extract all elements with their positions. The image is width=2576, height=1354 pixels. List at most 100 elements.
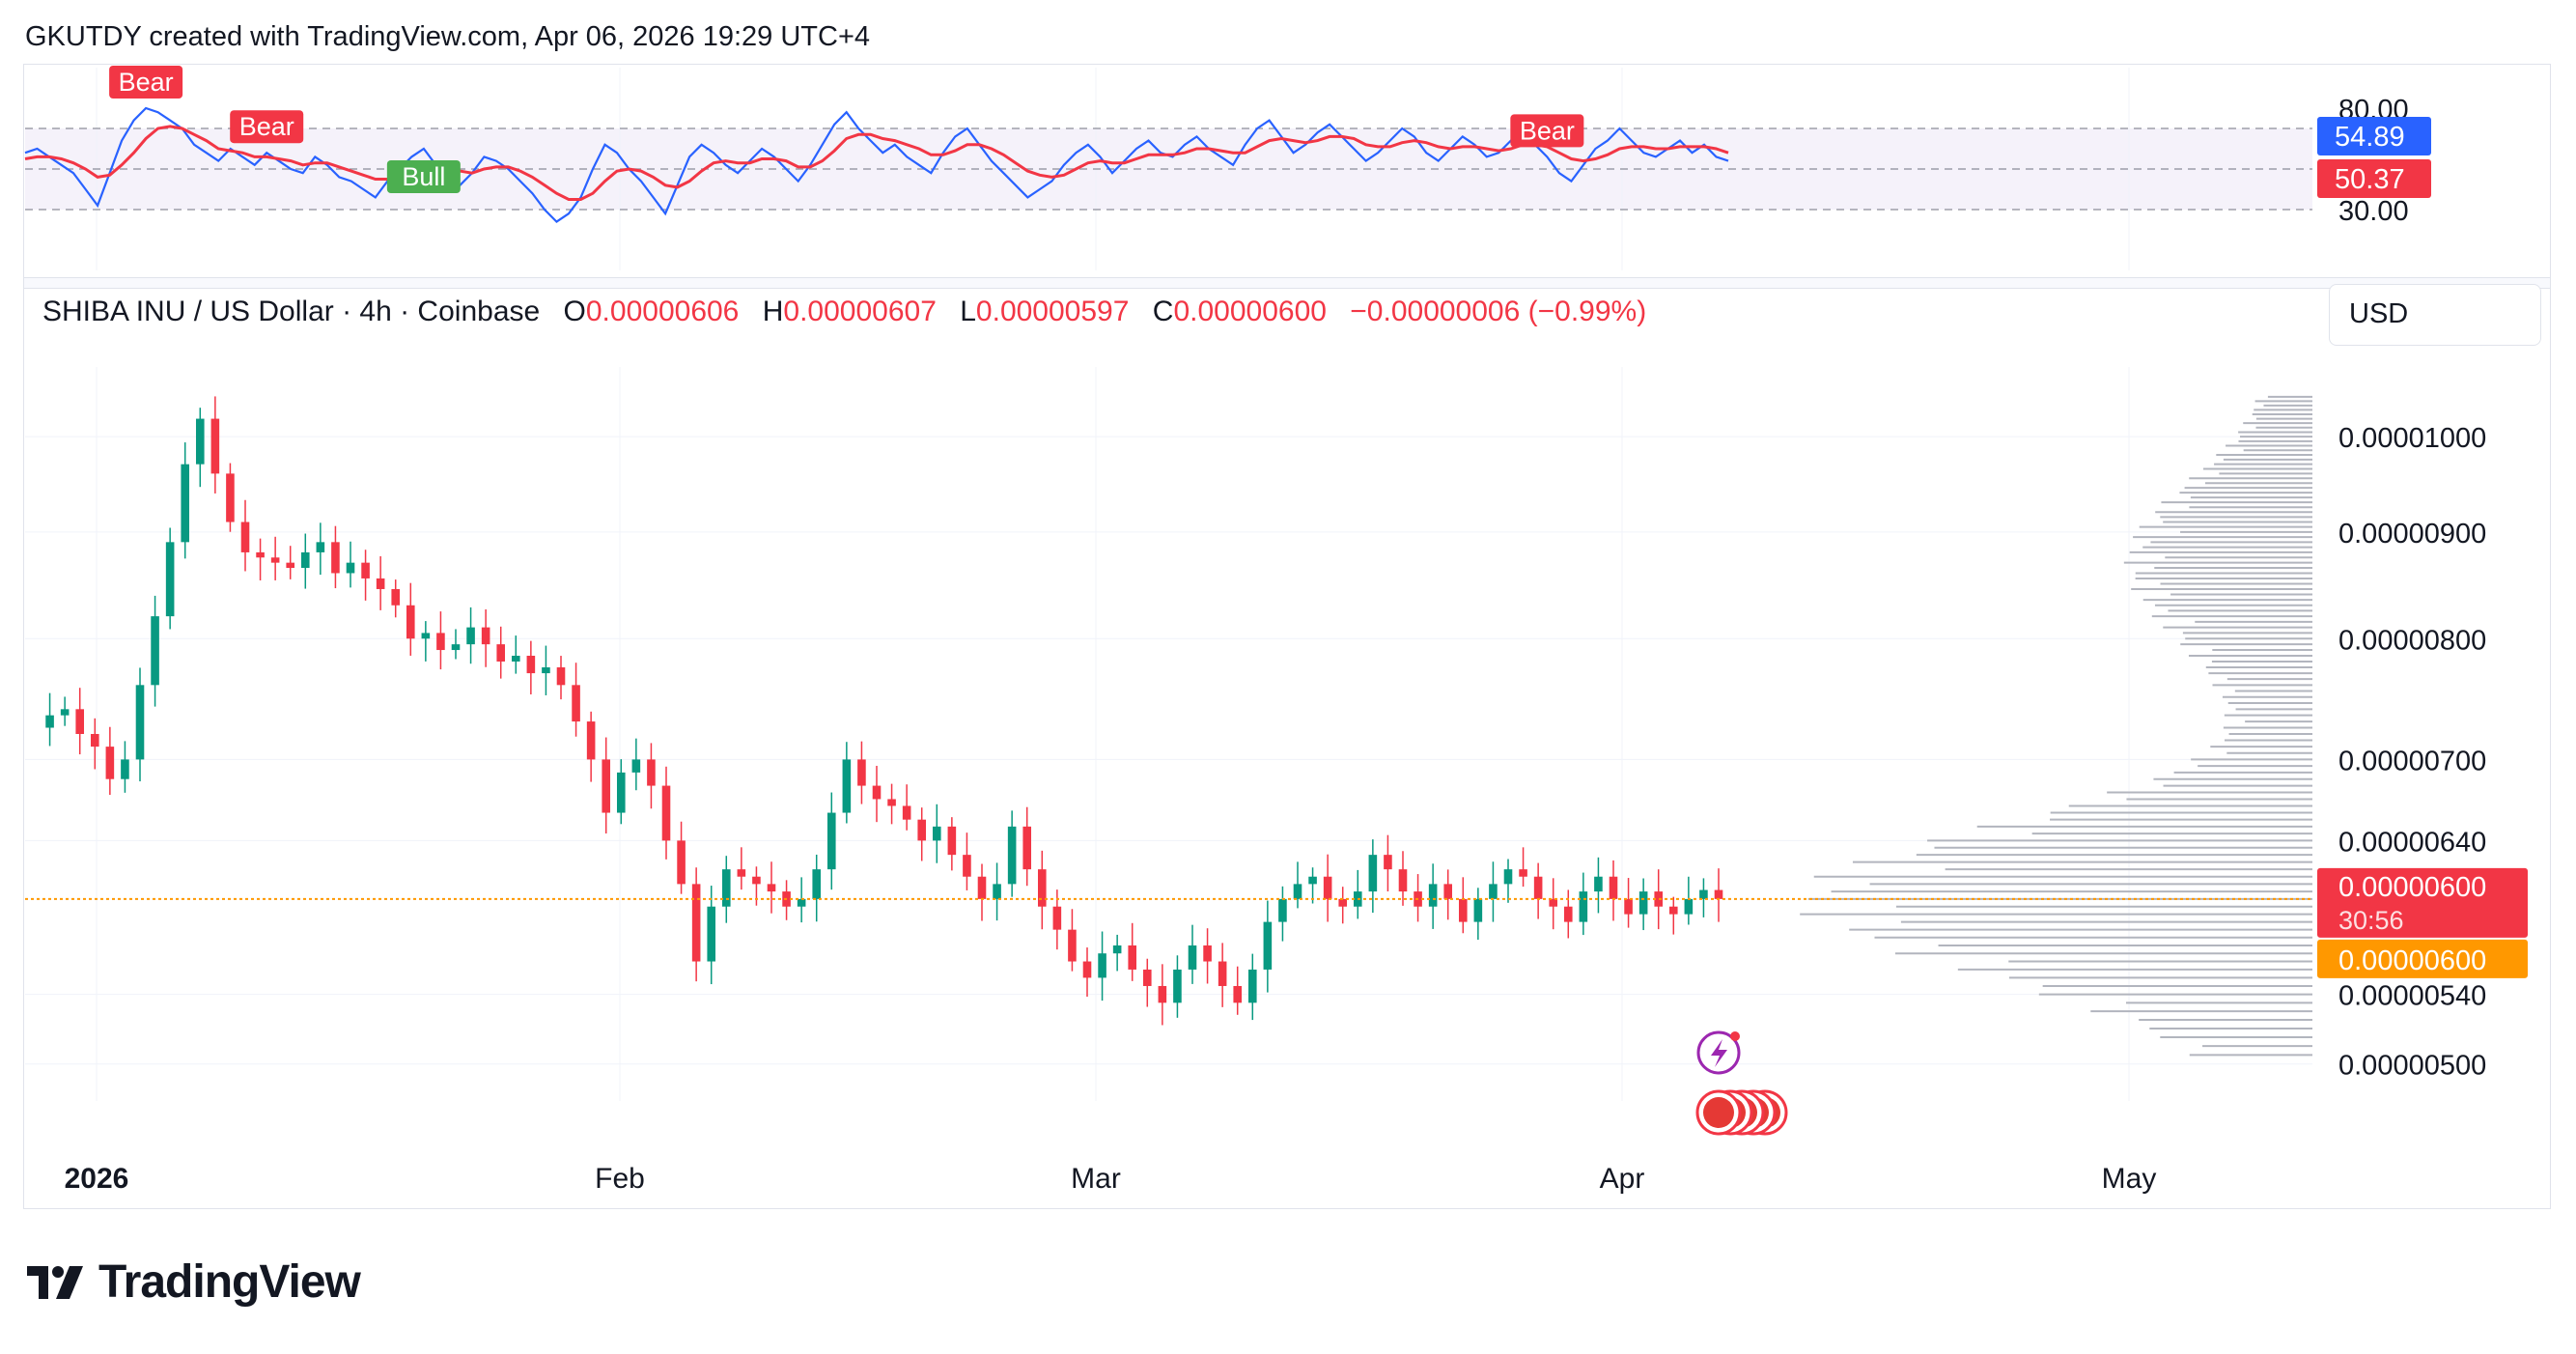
candle-body <box>346 562 355 574</box>
currency-button[interactable]: USD <box>2329 284 2541 346</box>
candle-body <box>721 869 731 907</box>
candle-body <box>616 772 626 813</box>
candle-body <box>121 759 129 779</box>
candle-body <box>1563 906 1573 922</box>
signal-marker <box>1510 114 1584 148</box>
chart-header: GKUTDY created with TradingView.com, Apr… <box>25 21 871 52</box>
candle-body <box>210 418 220 474</box>
candle-body <box>1684 898 1694 915</box>
price-tick-label: 0.00000900 <box>2338 519 2486 550</box>
high-value: 0.00000607 <box>783 296 937 327</box>
candle-body <box>1052 906 1062 930</box>
candle-body <box>947 826 957 856</box>
candle-body <box>872 785 882 800</box>
change-value: −0.00000006 (−0.99%) <box>1350 296 1647 327</box>
candle-body <box>1489 884 1498 899</box>
candle-body <box>707 906 716 962</box>
candle-body <box>1428 884 1438 907</box>
candle-body <box>1714 889 1723 899</box>
candle-body <box>1473 898 1483 922</box>
candle-body <box>45 715 54 728</box>
us-flag-fill <box>1703 1097 1734 1128</box>
candle-body <box>240 522 250 552</box>
candle-body <box>602 759 611 813</box>
rsi-current-label: 54.89 <box>2335 122 2405 153</box>
candle-body <box>767 884 776 892</box>
candle-body <box>1638 891 1648 915</box>
x-tick-label: 2026 <box>65 1163 129 1195</box>
candle-body <box>1368 855 1378 892</box>
signal-marker <box>230 110 304 144</box>
candle-body <box>270 557 280 563</box>
candle-body <box>1082 961 1092 978</box>
tradingview-logo[interactable]: TradingView <box>27 1255 361 1309</box>
candle-body <box>451 644 461 651</box>
candle-body <box>406 605 415 639</box>
last-price-label: 0.00000600 <box>2338 872 2486 903</box>
candle-body <box>1278 898 1287 922</box>
x-tick-label: Mar <box>1071 1163 1121 1195</box>
price-tick-label: 0.00000500 <box>2338 1051 2486 1082</box>
candle-body <box>1022 826 1032 870</box>
candle-body <box>376 578 385 589</box>
candle-body <box>1323 876 1332 899</box>
candle-body <box>1142 969 1152 986</box>
candle-body <box>1233 985 1243 1003</box>
candle-body <box>752 876 761 885</box>
candle-body <box>496 644 506 662</box>
candle-body <box>331 542 340 574</box>
candle-body <box>691 884 701 962</box>
close-value: 0.00000600 <box>1173 296 1327 327</box>
candle-body <box>797 898 806 907</box>
signal-marker <box>386 160 461 193</box>
candle-body <box>647 759 656 786</box>
high-label: H <box>762 296 784 327</box>
candle-body <box>1654 891 1664 907</box>
tradingview-brand: TradingView <box>98 1256 361 1308</box>
candle-body <box>1037 869 1047 907</box>
candle-body <box>1533 876 1543 899</box>
symbol-name[interactable]: SHIBA INU / US Dollar · 4h · Coinbase <box>42 296 541 327</box>
candle-body <box>1068 929 1077 962</box>
candle-body <box>1112 945 1122 954</box>
candle-body <box>60 709 70 716</box>
candle-countdown: 30:56 <box>2338 906 2404 935</box>
candle-body <box>1579 891 1588 922</box>
x-tick-label: Apr <box>1600 1163 1645 1195</box>
open-value: 0.00000606 <box>585 296 740 327</box>
candle-body <box>1609 876 1618 899</box>
candle-body <box>842 759 852 813</box>
rsi-current-label-bg <box>2317 117 2431 155</box>
candle-body <box>1338 898 1348 907</box>
candle-body <box>1173 969 1182 1003</box>
candle-body <box>857 759 866 786</box>
candle-body <box>90 734 99 748</box>
x-tick-label: Feb <box>595 1163 645 1195</box>
x-tick-label: May <box>2102 1163 2157 1195</box>
price-tick-label: 0.00000800 <box>2338 625 2486 656</box>
candle-body <box>917 819 927 841</box>
candle-body <box>466 627 475 645</box>
signal-marker-label: Bear <box>239 112 294 141</box>
tradingview-logo-icon <box>27 1265 83 1299</box>
candle-body <box>1443 884 1453 899</box>
rsi-current-label-bg <box>2317 159 2431 198</box>
candle-body <box>993 884 1001 899</box>
candle-body <box>812 869 822 899</box>
candle-body <box>481 627 490 645</box>
signal-marker-label: Bear <box>1520 116 1575 145</box>
price-tick-label: 0.00000540 <box>2338 981 2486 1012</box>
candle-body <box>421 633 431 639</box>
candle-body <box>556 667 566 686</box>
candle-body <box>1594 876 1603 892</box>
open-label: O <box>563 296 586 327</box>
lightning-icon-glyph <box>1711 1039 1727 1067</box>
rsi-current-label: 50.37 <box>2335 164 2405 195</box>
candle-body <box>1624 898 1633 915</box>
price-tick-label: 0.00001000 <box>2338 423 2486 454</box>
candle-body <box>300 551 310 569</box>
candle-body <box>631 759 641 773</box>
price-tick-label: 0.00000640 <box>2338 827 2486 858</box>
pane-separator[interactable] <box>24 277 2550 289</box>
